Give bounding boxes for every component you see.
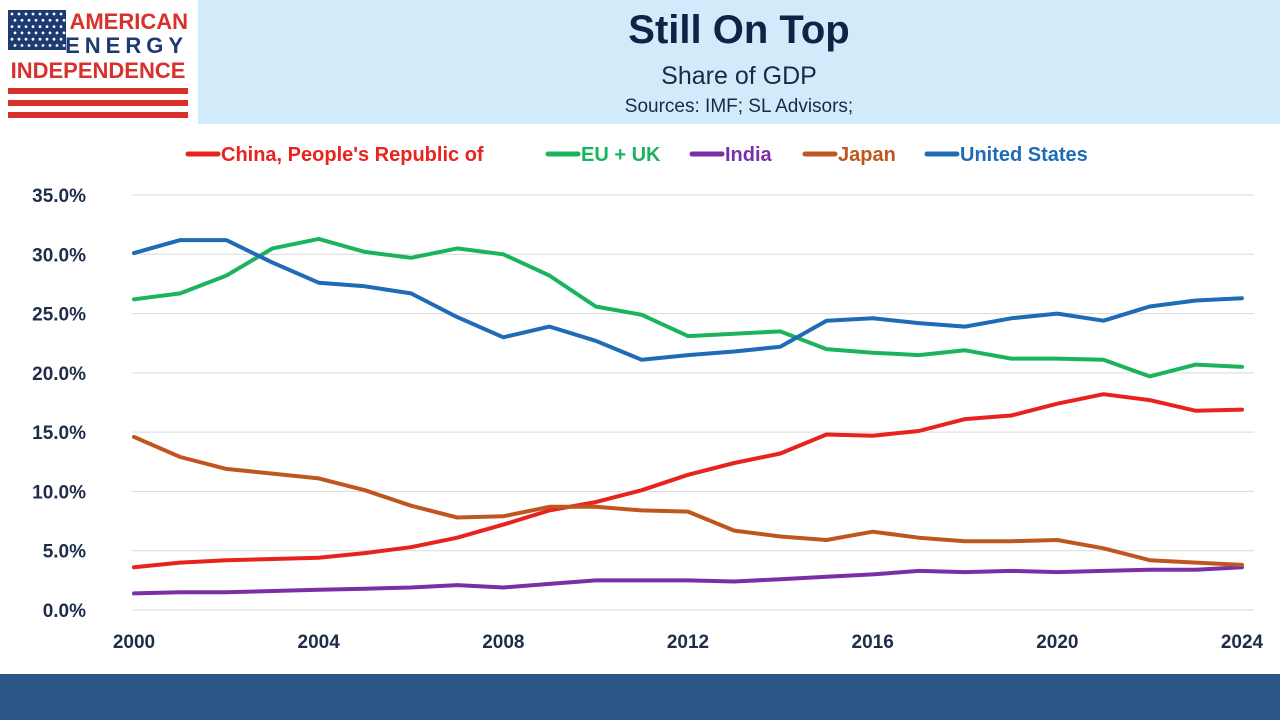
x-tick-label: 2000 [113,632,155,653]
flag-stripe [8,100,188,106]
flag-star [31,37,35,41]
flag-star [17,37,21,41]
flag-star [59,25,63,28]
legend-label-eu-uk: EU + UK [581,144,661,166]
flag-star [48,18,52,22]
flag-stripe [8,88,188,94]
flag-star [24,25,28,28]
x-tick-label: 2024 [1221,632,1264,653]
legend-label-china-people-s-republic-of: China, People's Republic of [221,144,484,166]
flag-star [27,44,31,47]
flag-star [52,12,56,16]
line-chart: China, People's Republic of EU + UK India J… [32,144,1264,653]
flag-star [52,25,56,28]
flag-star [24,12,28,16]
series-lines [132,236,1244,596]
y-tick-label: 30.0% [32,245,86,266]
legend: China, People's Republic of EU + UK India J… [185,144,1088,166]
y-tick-label: 20.0% [32,364,86,385]
logo-line-3: INDEPENDENCE [11,58,186,83]
logo-line-1: AMERICAN [69,9,188,34]
flag-star [34,44,38,47]
flag-star [48,31,52,35]
flag-star [34,18,38,22]
flag-star [17,25,21,28]
flag-star [10,25,14,28]
series-line-india [132,565,1244,596]
logo: AMERICAN ENERGY INDEPENDENCE [0,0,198,124]
flag-star [55,31,59,35]
flag-star [20,31,24,35]
chart-sources: Sources: IMF; SL Advisors; [624,96,854,117]
footer-bar [0,674,1280,720]
flag-star [45,12,49,16]
flag-star [10,37,14,41]
flag-star [38,12,42,16]
flag-star [38,25,42,28]
flag-star [62,31,66,35]
y-tick-label: 10.0% [32,482,86,503]
flag-star [27,18,31,22]
flag-star [62,18,66,22]
flag-star [27,31,31,35]
us-flag-icon: AMERICAN ENERGY INDEPENDENCE [8,9,188,118]
y-tick-label: 5.0% [43,542,86,563]
flag-canton [8,10,66,50]
flag-star [13,18,17,22]
x-tick-label: 2012 [667,632,709,653]
legend-label-india: India [725,144,773,166]
flag-star [13,31,17,35]
y-tick-label: 0.0% [43,601,86,622]
y-tick-label: 35.0% [32,186,86,207]
flag-star [55,44,59,47]
y-tick-label: 15.0% [32,423,86,444]
y-tick-label: 25.0% [32,305,86,326]
gridlines [132,194,1254,611]
x-axis: 2000 2004 2008 2012 2016 2020 2024 [113,632,1264,653]
flag-star [62,44,66,47]
flag-star [55,18,59,22]
logo-line-2: ENERGY [65,33,188,58]
x-tick-label: 2008 [482,632,524,653]
flag-star [34,31,38,35]
flag-star [17,12,21,16]
x-tick-label: 2004 [298,632,341,653]
flag-star [59,37,63,41]
flag-star [59,12,63,16]
chart-title: Still On Top [628,8,850,52]
flag-stripe [8,112,188,118]
flag-star [10,12,14,16]
legend-label-japan: Japan [838,144,896,166]
flag-star [45,25,49,28]
flag-star [20,44,24,47]
series-line-eu-uk [132,236,1244,379]
flag-star [41,44,45,47]
flag-star [48,44,52,47]
series-line-china-people-s-republic-of [132,392,1244,570]
chart-subtitle: Share of GDP [661,62,817,90]
series-line-united-states [132,238,1244,362]
flag-star [38,37,42,41]
legend-label-united-states: United States [960,144,1088,166]
flag-star [20,18,24,22]
x-tick-label: 2020 [1036,632,1078,653]
y-axis: 0.0% 5.0% 10.0% 15.0% 20.0% 25.0% 30.0% 35.0% [32,186,86,622]
x-tick-label: 2016 [852,632,894,653]
flag-star [13,44,17,47]
flag-star [45,37,49,41]
series-line-japan [132,434,1244,567]
flag-star [52,37,56,41]
flag-star [41,18,45,22]
flag-star [31,12,35,16]
flag-star [24,37,28,41]
flag-star [41,31,45,35]
flag-star [31,25,35,28]
header-banner: Still On Top Share of GDP Sources: IMF; … [198,0,1280,124]
